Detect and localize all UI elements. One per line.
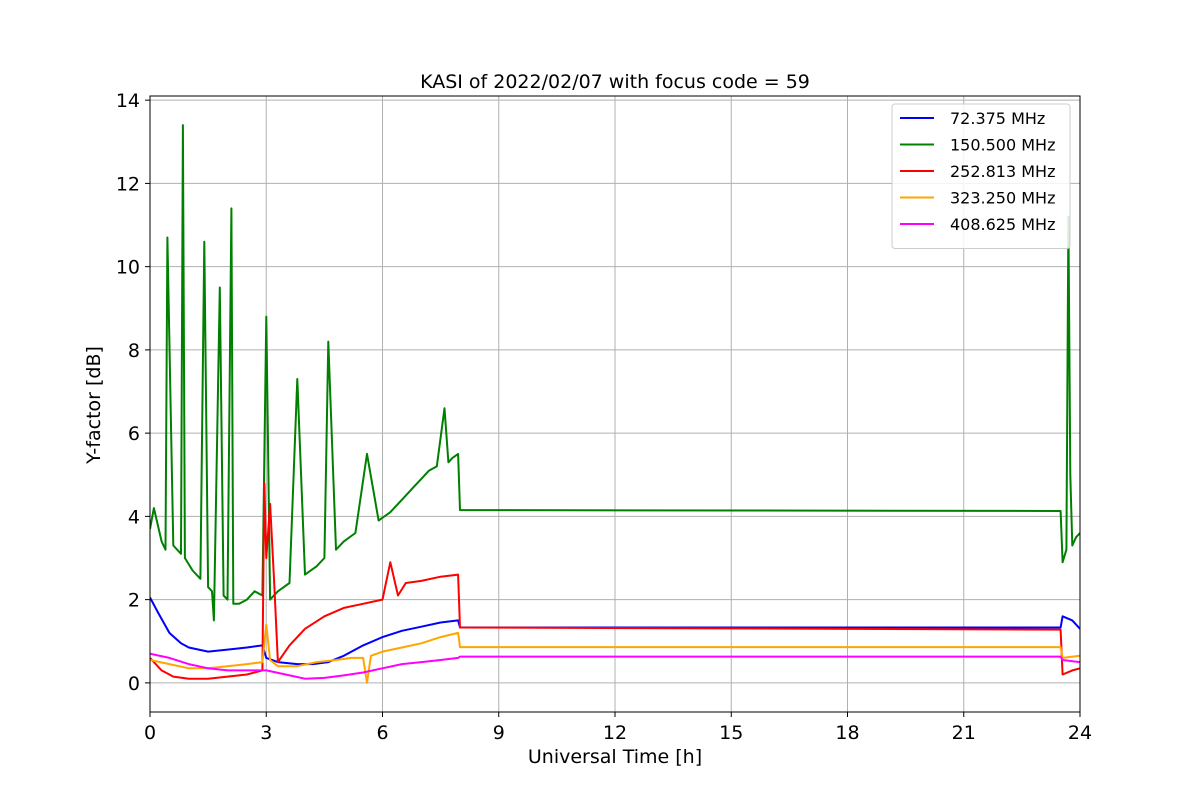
series-layer (150, 124, 1080, 684)
series-line-2 (150, 482, 1080, 680)
chart-title: KASI of 2022/02/07 with focus code = 59 (420, 71, 810, 93)
y-tick-label: 10 (116, 257, 140, 279)
series-line-1 (150, 124, 1080, 622)
series-line-3 (150, 623, 1080, 684)
x-axis-label: Universal Time [h] (528, 746, 702, 768)
y-tick-label: 6 (128, 423, 140, 445)
legend-label: 252.813 MHz (950, 162, 1055, 181)
x-axis: 0 3 6 9 12 15 18 21 24 (144, 712, 1092, 744)
x-tick-label: 24 (1068, 722, 1092, 744)
x-tick-label: 6 (376, 722, 388, 744)
x-tick-label: 12 (603, 722, 627, 744)
x-tick-label: 15 (719, 722, 743, 744)
x-tick-label: 21 (952, 722, 976, 744)
x-tick-label: 18 (835, 722, 859, 744)
legend-label: 150.500 MHz (950, 136, 1055, 155)
legend-box (891, 103, 1071, 249)
x-tick-label: 0 (144, 722, 156, 744)
legend-label: 72.375 MHz (950, 109, 1045, 128)
y-axis: 0 2 4 6 8 10 12 14 (116, 90, 150, 695)
legend-label: 323.250 MHz (950, 189, 1055, 208)
y-tick-label: 14 (116, 90, 140, 112)
legend: 72.375 MHz 150.500 MHz 252.813 MHz 323.250 … (891, 103, 1071, 249)
x-tick-label: 9 (493, 722, 505, 744)
series-line-4 (150, 652, 1080, 680)
y-tick-label: 4 (128, 506, 140, 528)
y-tick-label: 2 (128, 590, 140, 612)
y-axis-label: Y-factor [dB] (83, 346, 105, 465)
y-tick-label: 8 (128, 340, 140, 362)
y-tick-label: 12 (116, 173, 140, 195)
y-tick-label: 0 (128, 673, 140, 695)
x-tick-label: 3 (260, 722, 272, 744)
legend-label: 408.625 MHz (950, 215, 1055, 234)
